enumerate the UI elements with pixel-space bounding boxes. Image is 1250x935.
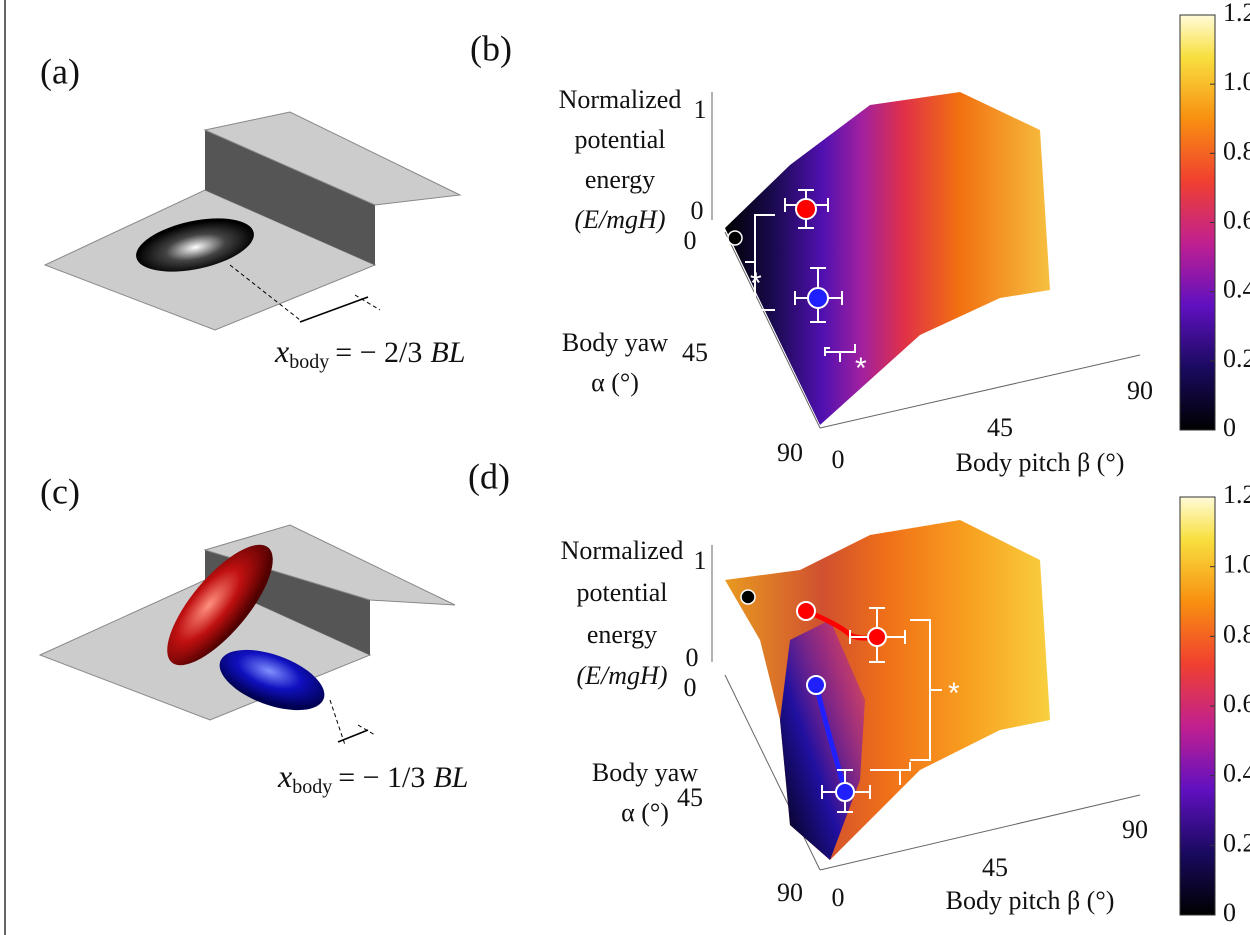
energy-surface bbox=[712, 92, 1140, 428]
tick-label: 1 bbox=[694, 546, 707, 575]
axis-title: Body yaw bbox=[592, 758, 698, 787]
colorbar-tick-label: 1.0 bbox=[1223, 67, 1250, 96]
tick-label: 0 bbox=[686, 643, 699, 672]
tick-label: 45 bbox=[982, 853, 1008, 882]
tick-label: 45 bbox=[682, 338, 708, 367]
step-diagram bbox=[40, 525, 455, 745]
colorbar-tick-label: 0 bbox=[1223, 413, 1236, 442]
colorbar bbox=[1180, 15, 1215, 430]
axis-title: Body pitch β (°) bbox=[946, 886, 1115, 915]
significance: * bbox=[855, 352, 867, 385]
tick-label: 0 bbox=[684, 226, 697, 255]
colorbar-tick-label: 0.2 bbox=[1223, 828, 1250, 857]
tick-label: 45 bbox=[677, 783, 703, 812]
axis-title: Normalized bbox=[559, 85, 682, 114]
step-diagram bbox=[45, 112, 460, 330]
tick-label: 1 bbox=[694, 95, 707, 124]
significance: * bbox=[948, 677, 960, 710]
colorbar-tick-label: 0.4 bbox=[1223, 275, 1250, 304]
colorbar-tick-label: 0.6 bbox=[1223, 205, 1250, 234]
tick-label: 0 bbox=[832, 883, 845, 912]
significance: * bbox=[903, 787, 915, 820]
axis-title: α (°) bbox=[591, 368, 639, 397]
tick-label: 90 bbox=[1127, 376, 1153, 405]
significance: * bbox=[750, 267, 762, 300]
colorbar-tick-label: 0.8 bbox=[1223, 136, 1250, 165]
tick-label: 90 bbox=[1122, 815, 1148, 844]
axis-title: energy bbox=[585, 165, 655, 194]
tick-label: 0 bbox=[691, 196, 704, 225]
panel-label: (d) bbox=[468, 456, 510, 496]
colorbar-tick-label: 0.6 bbox=[1223, 689, 1250, 718]
panel-label: (a) bbox=[40, 51, 80, 91]
panel-label: (b) bbox=[470, 28, 512, 68]
colorbar-tick-label: 1.2 bbox=[1223, 0, 1250, 27]
axis-title: energy bbox=[587, 620, 657, 649]
tick-label: 45 bbox=[987, 413, 1013, 442]
axis-title: potential bbox=[577, 578, 668, 607]
axis-title: (E/mgH) bbox=[575, 205, 666, 234]
colorbar-tick-label: 1.0 bbox=[1223, 550, 1250, 579]
colorbar-tick-label: 0.8 bbox=[1223, 619, 1250, 648]
colorbars: 1.2 1.0 0.8 0.6 0.4 0.2 0 1.2 1.0 0.8 0.6 0.4 0.2 0 bbox=[1180, 0, 1250, 927]
colorbar-tick-label: 0 bbox=[1223, 898, 1236, 927]
tick-label: 0 bbox=[832, 445, 845, 474]
tick-label: 0 bbox=[684, 673, 697, 702]
energy-surface bbox=[712, 520, 1140, 870]
axis-title: Body yaw bbox=[562, 328, 668, 357]
axis-title: potential bbox=[575, 125, 666, 154]
panel-label: (c) bbox=[40, 471, 80, 511]
axis-title: (E/mgH) bbox=[577, 661, 668, 690]
colorbar-tick-label: 1.2 bbox=[1223, 480, 1250, 509]
axis-title: Body pitch β (°) bbox=[956, 448, 1125, 477]
tick-label: 90 bbox=[777, 878, 803, 907]
axis-title: α (°) bbox=[621, 798, 669, 827]
axis-title: Normalized bbox=[561, 536, 684, 565]
colorbar-tick-label: 0.4 bbox=[1223, 759, 1250, 788]
tick-label: 90 bbox=[777, 438, 803, 467]
figure: (a) xbody= − 2/3BL (b) * * Normalized po… bbox=[0, 0, 1250, 935]
colorbar bbox=[1180, 497, 1215, 915]
colorbar-tick-label: 0.2 bbox=[1223, 344, 1250, 373]
